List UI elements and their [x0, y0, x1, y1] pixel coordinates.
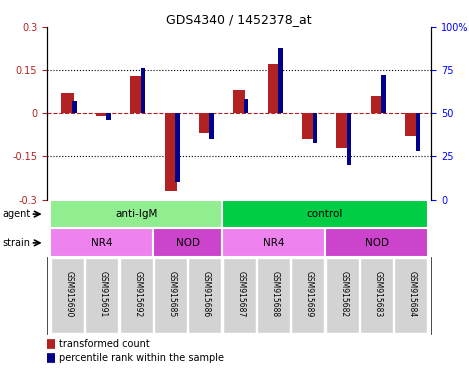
- Text: transformed count: transformed count: [59, 339, 149, 349]
- Bar: [130, 76, 142, 113]
- Text: strain: strain: [2, 238, 30, 248]
- Bar: [120, 258, 153, 333]
- Bar: [222, 228, 325, 257]
- Bar: [302, 113, 314, 139]
- Bar: [267, 64, 280, 113]
- Text: GSM915687: GSM915687: [236, 271, 245, 317]
- Bar: [61, 93, 74, 113]
- Bar: [223, 258, 256, 333]
- Text: GSM915683: GSM915683: [374, 271, 383, 317]
- Bar: [222, 200, 428, 228]
- Bar: [106, 113, 111, 120]
- Bar: [85, 258, 118, 333]
- Text: NR4: NR4: [91, 238, 113, 248]
- Bar: [336, 113, 348, 148]
- Bar: [175, 113, 180, 182]
- Bar: [360, 258, 393, 333]
- Bar: [371, 96, 383, 113]
- Bar: [381, 75, 386, 113]
- Bar: [50, 228, 153, 257]
- Bar: [233, 90, 245, 113]
- Text: GSM915688: GSM915688: [271, 271, 280, 317]
- Text: GSM915691: GSM915691: [99, 271, 108, 317]
- Bar: [244, 99, 248, 113]
- Text: NOD: NOD: [364, 238, 388, 248]
- Bar: [72, 101, 76, 113]
- Bar: [257, 258, 290, 333]
- Text: GSM915686: GSM915686: [202, 271, 211, 317]
- Bar: [312, 113, 317, 142]
- Title: GDS4340 / 1452378_at: GDS4340 / 1452378_at: [166, 13, 312, 26]
- Bar: [416, 113, 420, 151]
- Bar: [325, 258, 359, 333]
- Text: GSM915692: GSM915692: [133, 271, 143, 317]
- Bar: [199, 113, 211, 133]
- Bar: [50, 200, 222, 228]
- Bar: [96, 113, 108, 116]
- Text: GSM915685: GSM915685: [168, 271, 177, 317]
- Bar: [210, 113, 214, 139]
- Text: GSM915689: GSM915689: [305, 271, 314, 317]
- Bar: [51, 258, 84, 333]
- Bar: [394, 258, 427, 333]
- Text: agent: agent: [2, 209, 30, 219]
- Bar: [189, 258, 221, 333]
- Text: NR4: NR4: [263, 238, 284, 248]
- Bar: [154, 258, 187, 333]
- Text: GSM915682: GSM915682: [340, 271, 348, 317]
- Bar: [153, 228, 222, 257]
- Bar: [347, 113, 351, 165]
- Bar: [278, 48, 283, 113]
- Text: GSM915690: GSM915690: [65, 271, 74, 317]
- Text: GSM915684: GSM915684: [408, 271, 417, 317]
- Text: NOD: NOD: [176, 238, 200, 248]
- Text: control: control: [307, 209, 343, 219]
- Text: anti-IgM: anti-IgM: [115, 209, 158, 219]
- Bar: [325, 228, 428, 257]
- Bar: [141, 68, 145, 113]
- Bar: [165, 113, 176, 191]
- Text: percentile rank within the sample: percentile rank within the sample: [59, 353, 224, 363]
- Bar: [405, 113, 417, 136]
- Bar: [291, 258, 325, 333]
